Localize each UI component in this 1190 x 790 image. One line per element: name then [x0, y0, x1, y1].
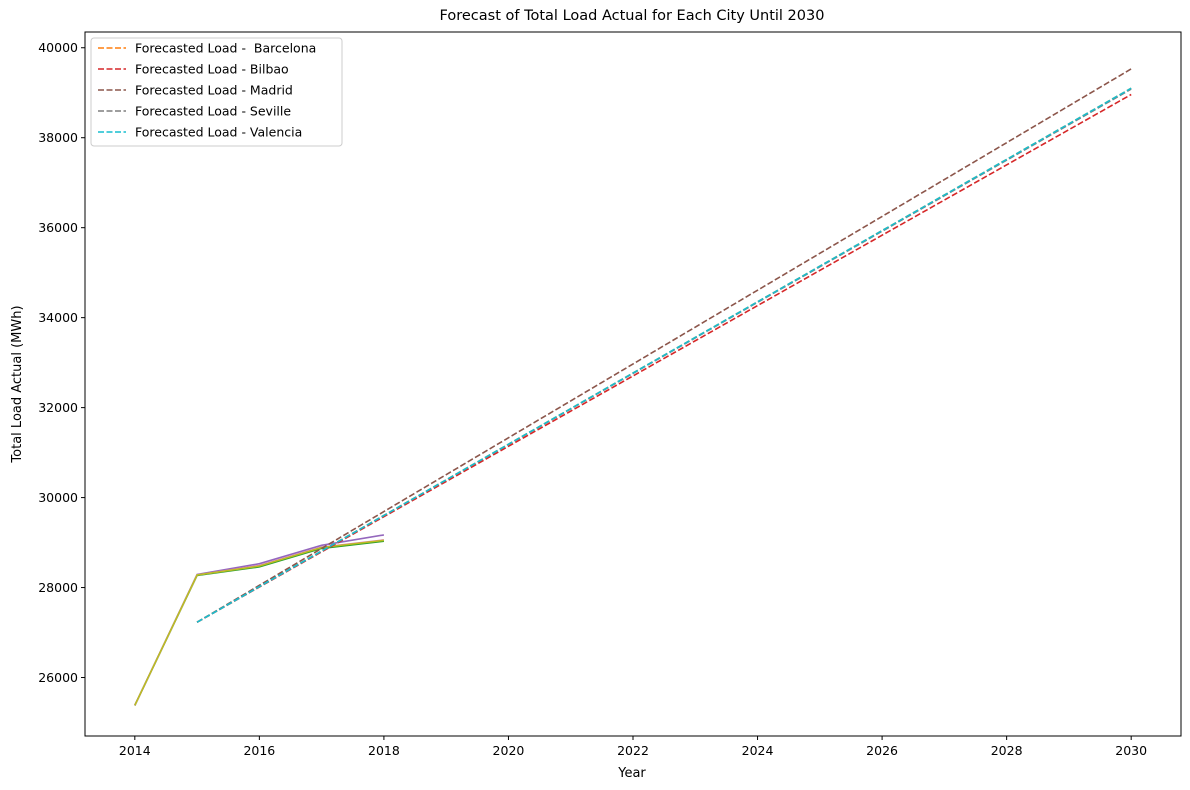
legend-entry-label: Forecasted Load - Bilbao: [135, 62, 289, 77]
y-tick-label: 28000: [38, 580, 78, 595]
legend-entry-label: Forecasted Load - Seville: [135, 104, 291, 119]
y-axis-label: Total Load Actual (MWh): [10, 305, 25, 463]
chart-title: Forecast of Total Load Actual for Each C…: [440, 8, 825, 24]
forecast-series-line-5: [196, 87, 1132, 623]
x-tick-label: 2022: [617, 743, 649, 758]
y-tick-label: 30000: [38, 490, 78, 505]
x-axis: 2014 2016 2018 2020 2022 2024 2026 2028 2030: [119, 736, 1147, 758]
y-tick-label: 32000: [38, 400, 78, 415]
legend: Forecasted Load - Barcelona Forecasted Lo…: [90, 37, 343, 147]
y-tick-label: 38000: [38, 130, 78, 145]
y-tick-label: 40000: [38, 40, 78, 55]
actual-series-line-3: [134, 534, 385, 706]
plot-area: [134, 68, 1132, 706]
actual-series-line-4: [134, 539, 384, 706]
x-tick-label: 2028: [991, 743, 1023, 758]
y-tick-label: 36000: [38, 220, 78, 235]
y-tick-label: 26000: [38, 670, 78, 685]
y-tick-label: 34000: [38, 310, 78, 325]
legend-box: [90, 37, 343, 147]
legend-entry-label: Forecasted Load - Valencia: [135, 125, 302, 140]
x-tick-label: 2016: [243, 743, 275, 758]
y-axis: 26000 28000 30000 32000 34000 36000 38000 40000: [38, 40, 85, 685]
legend-entry-label: Forecasted Load - Barcelona: [135, 41, 316, 56]
x-tick-label: 2024: [742, 743, 774, 758]
forecast-series-line-3: [196, 68, 1132, 623]
legend-entry-label: Forecasted Load - Madrid: [135, 83, 293, 98]
x-tick-label: 2030: [1115, 743, 1147, 758]
x-tick-label: 2018: [368, 743, 400, 758]
actual-series-line-5: [134, 539, 384, 706]
x-tick-label: 2020: [493, 743, 525, 758]
x-tick-label: 2014: [119, 743, 151, 758]
x-axis-label: Year: [617, 766, 646, 781]
x-tick-label: 2026: [866, 743, 898, 758]
